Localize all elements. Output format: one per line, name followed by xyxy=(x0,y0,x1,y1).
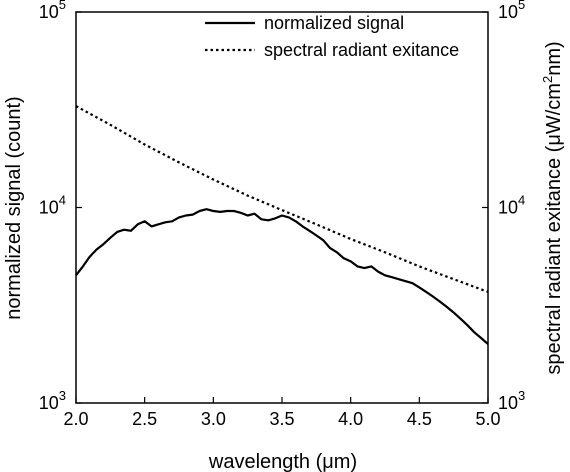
right-y-axis-title-superscript: 2 xyxy=(540,76,555,83)
series-line-normalized-signal xyxy=(75,208,489,345)
x-tick-label: 5.0 xyxy=(475,409,500,429)
series-line-spectral-radiant-exitance xyxy=(75,105,489,293)
x-tick-label: 2.5 xyxy=(132,409,157,429)
legend: normalized signal spectral radiant exita… xyxy=(205,13,459,60)
legend-label-normalized-signal: normalized signal xyxy=(264,13,404,33)
left-y-tick-label: 104 xyxy=(39,193,66,218)
plot-frame xyxy=(75,11,489,404)
right-y-tick-base: 10 xyxy=(498,393,518,413)
right-y-tick-exponent: 5 xyxy=(518,0,525,12)
right-y-tick-label: 104 xyxy=(498,193,525,218)
left-y-tick-exponent: 5 xyxy=(59,0,66,12)
legend-label-spectral-radiant-exitance: spectral radiant exitance xyxy=(264,40,459,60)
left-y-tick-base: 10 xyxy=(39,393,59,413)
x-tick-label: 3.0 xyxy=(201,409,226,429)
left-y-tick-label: 103 xyxy=(39,388,66,413)
left-y-axis-title: normalized signal (count) xyxy=(3,96,25,319)
x-axis-ticks: 2.0 2.5 3.0 3.5 4.0 4.5 5.0 xyxy=(63,397,501,429)
x-tick-label: 4.5 xyxy=(407,409,432,429)
left-y-tick-base: 10 xyxy=(39,2,59,22)
left-y-tick-base: 10 xyxy=(39,198,59,218)
right-y-axis-title: spectral radiant exitance (μW/cm2nm) xyxy=(540,41,565,374)
x-axis-title: wavelength (μm) xyxy=(208,451,357,472)
right-y-tick-exponent: 4 xyxy=(518,193,525,208)
left-y-tick-exponent: 3 xyxy=(59,388,66,403)
right-y-tick-label: 103 xyxy=(498,388,525,413)
left-y-tick-label: 105 xyxy=(39,0,66,22)
right-y-tick-base: 10 xyxy=(498,2,518,22)
x-tick-label: 3.5 xyxy=(269,409,294,429)
right-y-tick-base: 10 xyxy=(498,198,518,218)
x-tick-label: 4.0 xyxy=(338,409,363,429)
right-y-axis-title-prefix: spectral radiant exitance (μW/cm xyxy=(543,83,565,375)
right-y-axis-title-suffix: nm) xyxy=(543,41,565,75)
series-layer xyxy=(75,105,489,345)
left-y-tick-exponent: 4 xyxy=(59,193,66,208)
right-y-tick-label: 105 xyxy=(498,0,525,22)
right-y-tick-exponent: 3 xyxy=(518,388,525,403)
x-tick-label: 2.0 xyxy=(63,409,88,429)
